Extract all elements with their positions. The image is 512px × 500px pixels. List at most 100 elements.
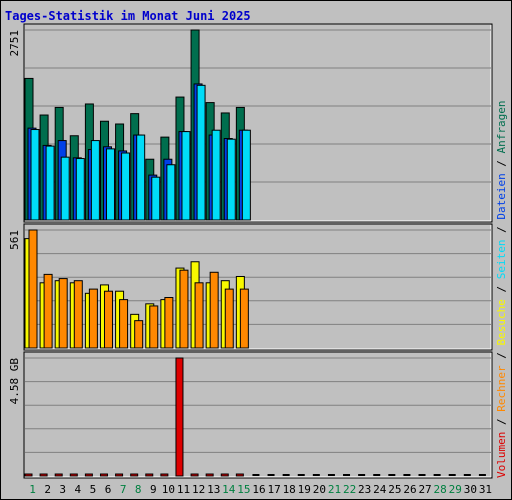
bar-volumen-day-18 [282, 474, 290, 476]
x-tick-label-day-15: 15 [237, 483, 250, 496]
x-tick-label-day-30: 30 [464, 483, 477, 496]
bar-seiten-day-13 [211, 129, 221, 221]
bar-volumen-day-5 [84, 473, 93, 477]
bar-volumen-day-21 [327, 474, 335, 476]
bar-seiten-day-15 [241, 129, 251, 221]
x-tick-label-day-4: 4 [75, 483, 82, 496]
bar-seiten-day-14 [226, 138, 236, 221]
bar-rechner-day-7 [119, 299, 129, 349]
bar-volumen-day-30 [463, 474, 471, 476]
bar-seiten-day-9 [151, 176, 161, 221]
bar-rechner-day-2 [43, 273, 53, 349]
bar-volumen-day-20 [312, 474, 320, 476]
legend-separator: / [495, 153, 508, 173]
bar-rechner-day-4 [73, 280, 83, 349]
x-tick-label-day-21: 21 [328, 483, 341, 496]
bar-rechner-day-11 [179, 269, 189, 349]
bar-rechner-day-3 [58, 278, 68, 349]
x-tick-label-day-8: 8 [135, 483, 142, 496]
bar-rechner-day-6 [103, 290, 113, 349]
bar-rechner-day-12 [194, 282, 204, 349]
x-tick-label-day-18: 18 [283, 483, 296, 496]
legend-separator: / [495, 346, 508, 366]
bar-volumen-day-23 [358, 474, 366, 476]
x-tick-label-day-9: 9 [150, 483, 157, 496]
bar-volumen-day-3 [54, 473, 63, 477]
panel-volume: 4.58 GB [8, 351, 493, 479]
x-tick-label-day-19: 19 [298, 483, 311, 496]
x-tick-label-day-16: 16 [252, 483, 265, 496]
bar-volumen-day-11 [175, 357, 184, 477]
x-tick-label-day-11: 11 [177, 483, 190, 496]
bar-seiten-day-8 [136, 134, 146, 221]
bar-seiten-day-3 [60, 156, 70, 221]
x-tick-label-day-20: 20 [313, 483, 326, 496]
bar-seiten-day-12 [196, 84, 206, 221]
legend-separator: / [495, 220, 508, 240]
x-tick-label-day-23: 23 [358, 483, 371, 496]
bar-volumen-day-31 [478, 474, 486, 476]
chart-title: Tages-Statistik im Monat Juni 2025 [5, 9, 251, 23]
legend-item-anfragen: Anfragen [495, 100, 508, 153]
bar-rechner-day-10 [164, 297, 174, 349]
x-tick-label-day-13: 13 [207, 483, 220, 496]
bar-rechner-day-15 [239, 288, 249, 349]
x-tick-label-day-5: 5 [90, 483, 97, 496]
x-tick-label-day-6: 6 [105, 483, 112, 496]
x-tick-label-day-29: 29 [449, 483, 462, 496]
x-tick-label-day-28: 28 [434, 483, 447, 496]
bar-seiten-day-6 [105, 148, 115, 221]
x-tick-label-day-17: 17 [267, 483, 280, 496]
legend-separator: / [495, 412, 508, 432]
bar-volumen-day-26 [403, 474, 411, 476]
panel-hits-max-label: 2751 [8, 30, 21, 57]
legend-item-dateien: Dateien [495, 173, 508, 219]
bar-seiten-day-1 [30, 129, 40, 221]
bar-volumen-day-17 [267, 474, 275, 476]
bar-volumen-day-27 [418, 474, 426, 476]
legend-separator: / [495, 279, 508, 299]
bar-seiten-day-5 [90, 140, 100, 221]
x-tick-label-day-25: 25 [388, 483, 401, 496]
panel-volume-max-label: 4.58 GB [8, 358, 21, 405]
panel-visits-max-label: 561 [8, 230, 21, 250]
x-tick-label-day-14: 14 [222, 483, 236, 496]
bar-volumen-day-13 [205, 473, 214, 477]
x-tick-label-day-12: 12 [192, 483, 205, 496]
bar-volumen-day-29 [448, 474, 456, 476]
panel-hits: 2751 [8, 23, 493, 223]
bar-rechner-day-13 [209, 271, 219, 349]
bar-volumen-day-10 [160, 473, 169, 477]
bar-rechner-day-9 [149, 305, 159, 349]
bar-rechner-day-1 [28, 229, 38, 349]
bar-rechner-day-5 [88, 288, 98, 349]
bar-volumen-day-9 [145, 473, 154, 477]
x-tick-label-day-31: 31 [479, 483, 492, 496]
bar-volumen-day-22 [343, 474, 351, 476]
legend: Volumen / Rechner / Besuche / Seiten / D… [495, 100, 508, 478]
bar-volumen-day-7 [115, 473, 124, 477]
x-tick-label-day-3: 3 [59, 483, 66, 496]
x-tick-label-day-7: 7 [120, 483, 127, 496]
bar-rechner-day-8 [134, 320, 144, 349]
bar-seiten-day-10 [166, 164, 176, 221]
panel-visits: 561 [8, 223, 493, 351]
bar-volumen-day-8 [130, 473, 139, 477]
bar-volumen-day-15 [235, 473, 244, 477]
legend-item-volumen: Volumen [495, 432, 508, 478]
bar-rechner-day-14 [224, 288, 234, 349]
bar-volumen-day-1 [24, 473, 33, 477]
x-tick-label-day-24: 24 [373, 483, 387, 496]
bar-volumen-day-4 [69, 473, 78, 477]
bar-volumen-day-14 [220, 473, 229, 477]
bar-seiten-day-11 [181, 131, 191, 221]
bar-seiten-day-4 [75, 158, 85, 221]
bar-volumen-day-2 [39, 473, 48, 477]
bar-volumen-day-28 [433, 474, 441, 476]
x-tick-label-day-10: 10 [162, 483, 175, 496]
panel-volume-frame [23, 351, 493, 479]
x-tick-label-day-2: 2 [44, 483, 51, 496]
legend-item-rechner: Rechner [495, 365, 508, 412]
